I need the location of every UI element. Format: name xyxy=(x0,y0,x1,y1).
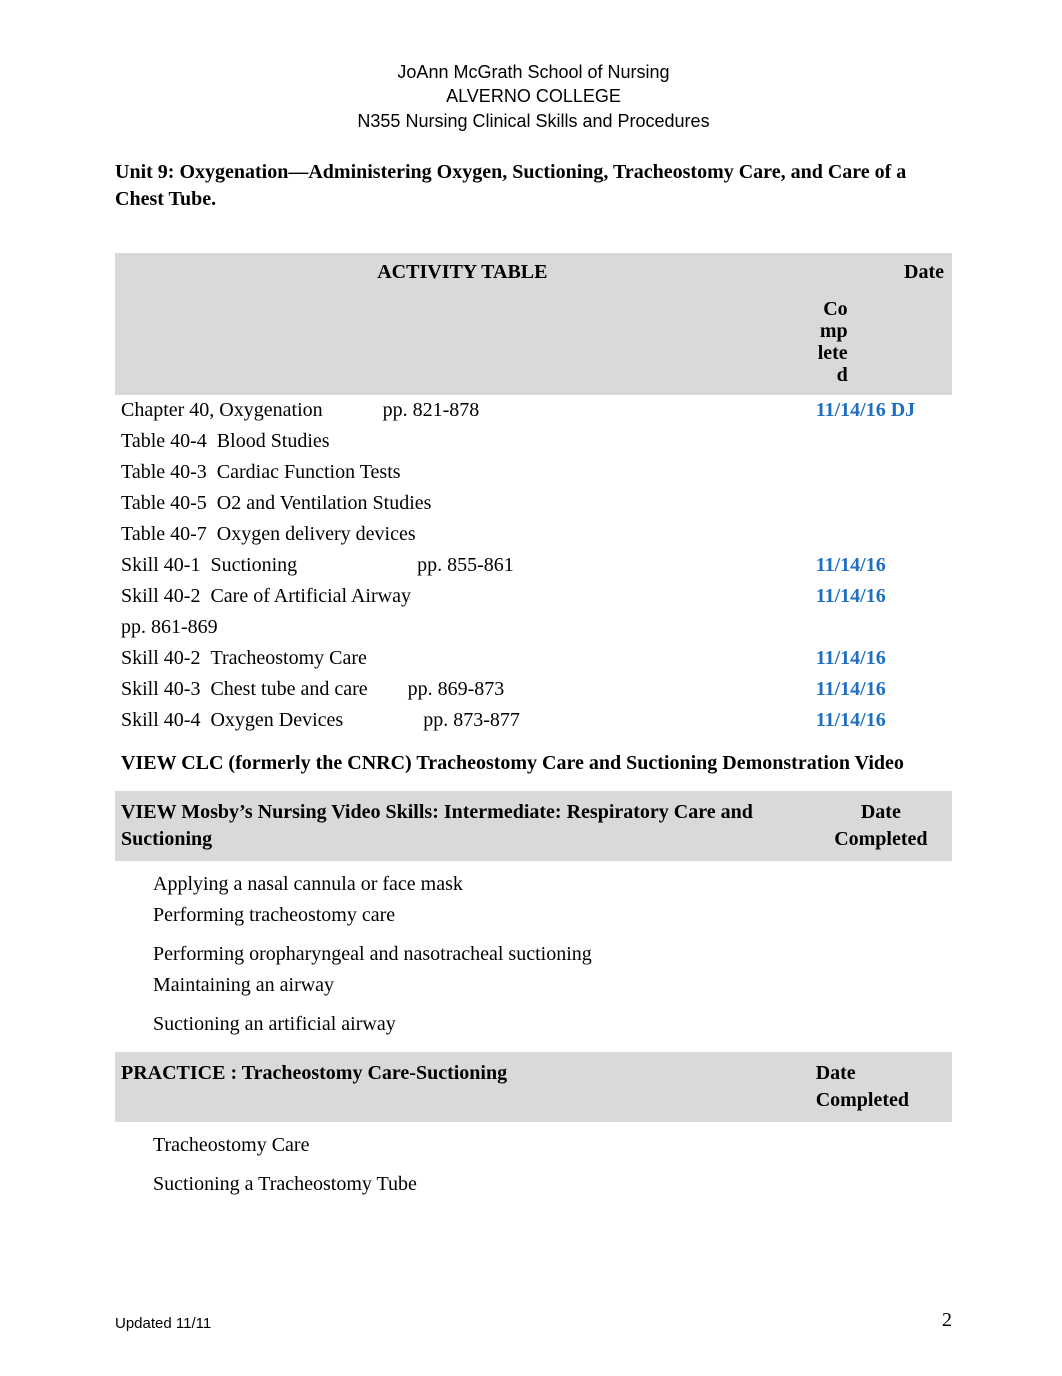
table-row: Chapter 40, Oxygenation pp. 821-878 11/1… xyxy=(115,395,952,426)
activity-header-sub-row: Co mp lete d xyxy=(115,292,952,395)
cell-left: Table 40-4 Blood Studies xyxy=(115,426,810,457)
unit-title: Unit 9: Oxygenation—Administering Oxygen… xyxy=(115,159,952,213)
table-row: Skill 40-3 Chest tube and care pp. 869-8… xyxy=(115,674,952,705)
mosby-item: Performing oropharyngeal and nasotrachea… xyxy=(115,939,810,970)
table-row: Skill 40-4 Oxygen Devices pp. 873-877 11… xyxy=(115,705,952,736)
mosby-item: Performing tracheostomy care xyxy=(115,900,810,931)
cell-right xyxy=(810,426,952,457)
cell-right xyxy=(810,519,952,550)
table-row: Skill 40-2 Tracheostomy Care 11/14/16 xyxy=(115,643,952,674)
cell-left: Table 40-5 O2 and Ventilation Studies xyxy=(115,488,810,519)
mosby-item: Applying a nasal cannula or face mask xyxy=(115,869,810,900)
table-row: Table 40-4 Blood Studies xyxy=(115,426,952,457)
mosby-item-date xyxy=(810,1009,952,1040)
cell-right xyxy=(810,612,952,643)
cell-left: Skill 40-3 Chest tube and care pp. 869-8… xyxy=(115,674,810,705)
list-item: Suctioning an artificial airway xyxy=(115,1009,952,1040)
cell-right: 11/14/16 xyxy=(810,674,952,705)
mosby-header-right: Date Completed xyxy=(810,791,952,861)
header-line-2: ALVERNO COLLEGE xyxy=(115,84,952,108)
cell-right: 11/14/16 xyxy=(810,705,952,736)
list-item: Tracheostomy Care xyxy=(115,1130,952,1161)
footer-page-number: 2 xyxy=(942,1309,952,1332)
activity-header-row: ACTIVITY TABLE Date xyxy=(115,253,952,292)
cell-left: Skill 40-4 Oxygen Devices pp. 873-877 xyxy=(115,705,810,736)
list-item: Maintaining an airway xyxy=(115,970,952,1001)
practice-header-right: Date Completed xyxy=(810,1052,952,1122)
view-clc-row: VIEW CLC (formerly the CNRC) Tracheostom… xyxy=(115,748,952,779)
cell-left: Skill 40-2 Care of Artificial Airway xyxy=(115,581,810,612)
practice-header-row: PRACTICE : Tracheostomy Care-Suctioning … xyxy=(115,1052,952,1122)
view-clc-title: VIEW CLC (formerly the CNRC) Tracheostom… xyxy=(115,748,952,779)
cell-left: pp. 861-869 xyxy=(115,612,810,643)
cell-left: Skill 40-1 Suctioning pp. 855-861 xyxy=(115,550,810,581)
page: JoAnn McGrath School of Nursing ALVERNO … xyxy=(0,0,1062,1376)
activity-header-sub-right: Co mp lete d xyxy=(810,292,952,395)
practice-item-date xyxy=(810,1130,952,1161)
cell-right xyxy=(810,457,952,488)
activity-header-sub-3: lete xyxy=(818,342,848,364)
table-row: Skill 40-2 Care of Artificial Airway 11/… xyxy=(115,581,952,612)
cell-right: 11/14/16 xyxy=(810,550,952,581)
mosby-item-date xyxy=(810,869,952,900)
list-item: Performing oropharyngeal and nasotrachea… xyxy=(115,939,952,970)
header-line-1: JoAnn McGrath School of Nursing xyxy=(115,60,952,84)
mosby-item: Suctioning an artificial airway xyxy=(115,1009,810,1040)
mosby-header-row: VIEW Mosby’s Nursing Video Skills: Inter… xyxy=(115,791,952,861)
footer-updated: Updated 11/11 xyxy=(115,1315,211,1332)
mosby-item: Maintaining an airway xyxy=(115,970,810,1001)
mosby-item-date xyxy=(810,939,952,970)
cell-left: Chapter 40, Oxygenation pp. 821-878 xyxy=(115,395,810,426)
list-item: Suctioning a Tracheostomy Tube xyxy=(115,1169,952,1200)
activity-table: ACTIVITY TABLE Date Co mp lete d Chapter… xyxy=(115,253,952,1200)
cell-left: Table 40-7 Oxygen delivery devices xyxy=(115,519,810,550)
table-row: Table 40-3 Cardiac Function Tests xyxy=(115,457,952,488)
practice-header-left: PRACTICE : Tracheostomy Care-Suctioning xyxy=(115,1052,810,1122)
cell-right: 11/14/16 DJ xyxy=(810,395,952,426)
activity-header-left: ACTIVITY TABLE xyxy=(115,253,810,292)
list-item: Performing tracheostomy care xyxy=(115,900,952,931)
activity-header-sub-1: Co xyxy=(823,298,847,320)
activity-header-right-top: Date xyxy=(810,253,952,292)
activity-header-sub-4: d xyxy=(837,364,848,386)
activity-header-sub-left xyxy=(115,292,810,395)
practice-item: Tracheostomy Care xyxy=(115,1130,810,1161)
mosby-item-date xyxy=(810,970,952,1001)
table-row: Table 40-7 Oxygen delivery devices xyxy=(115,519,952,550)
cell-right xyxy=(810,488,952,519)
cell-right: 11/14/16 xyxy=(810,643,952,674)
mosby-header-left: VIEW Mosby’s Nursing Video Skills: Inter… xyxy=(115,791,810,861)
activity-header-sub-2: mp xyxy=(820,320,848,342)
cell-left: Table 40-3 Cardiac Function Tests xyxy=(115,457,810,488)
cell-right: 11/14/16 xyxy=(810,581,952,612)
practice-item-date xyxy=(810,1169,952,1200)
table-row: Skill 40-1 Suctioning pp. 855-861 11/14/… xyxy=(115,550,952,581)
table-row: pp. 861-869 xyxy=(115,612,952,643)
list-item: Applying a nasal cannula or face mask xyxy=(115,869,952,900)
footer: Updated 11/11 2 xyxy=(115,1309,952,1332)
doc-header: JoAnn McGrath School of Nursing ALVERNO … xyxy=(115,60,952,133)
table-row: Table 40-5 O2 and Ventilation Studies xyxy=(115,488,952,519)
cell-left: Skill 40-2 Tracheostomy Care xyxy=(115,643,810,674)
practice-item: Suctioning a Tracheostomy Tube xyxy=(115,1169,810,1200)
header-line-3: N355 Nursing Clinical Skills and Procedu… xyxy=(115,109,952,133)
mosby-item-date xyxy=(810,900,952,931)
